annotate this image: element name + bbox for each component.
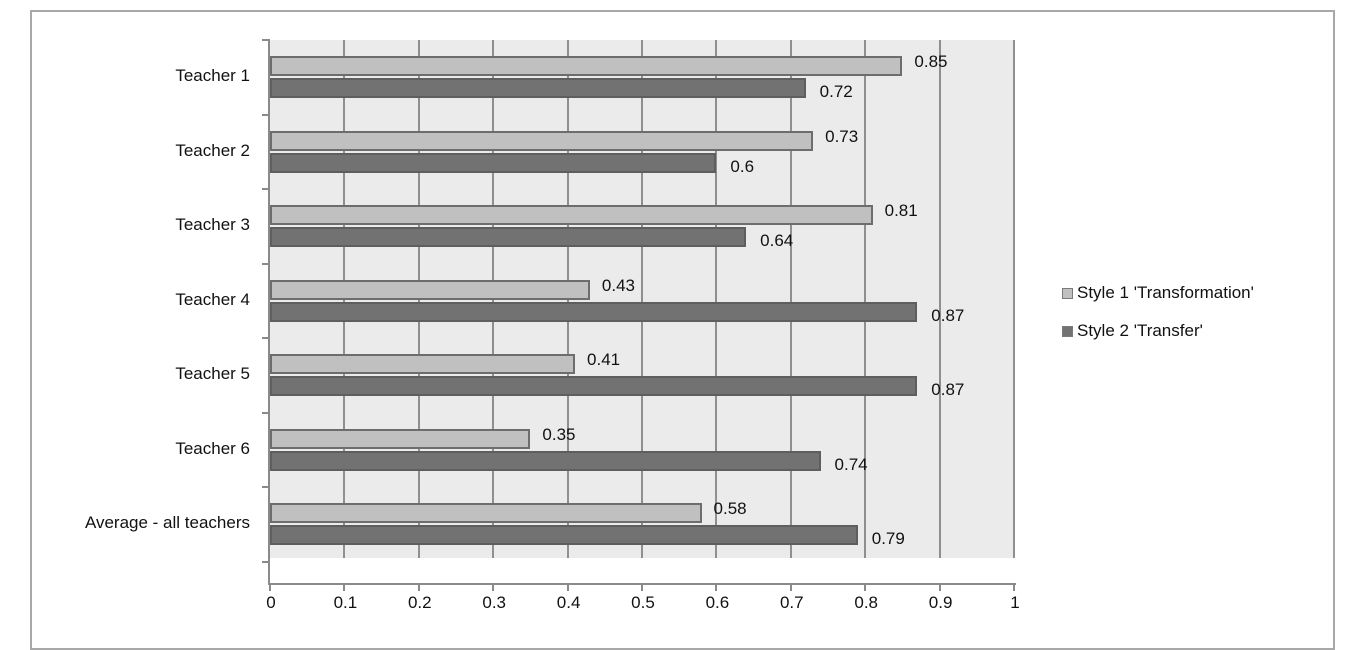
data-label: 0.64 xyxy=(760,231,794,250)
y-tick xyxy=(262,113,270,116)
x-tick-label: 0.3 xyxy=(482,593,507,612)
bar-style-1 xyxy=(270,279,590,300)
data-label: 0.41 xyxy=(587,350,621,369)
x-tick-label: 0.1 xyxy=(333,593,358,612)
x-tick-label: 0.9 xyxy=(928,593,953,612)
bar-style-1 xyxy=(270,354,576,374)
bar-style-2 xyxy=(270,227,747,247)
category-label: Teacher 1 xyxy=(175,66,250,85)
bar-style-1 xyxy=(270,503,702,523)
legend-item-style-2: Style 2 'Transfer' xyxy=(1062,320,1254,342)
x-tick xyxy=(343,583,346,591)
x-tick-label: 0.5 xyxy=(631,593,655,612)
category-label: Teacher 2 xyxy=(175,140,250,160)
y-tick xyxy=(262,560,270,563)
legend: Style 1 'Transformation' Style 2 'Transf… xyxy=(1062,282,1254,358)
y-tick xyxy=(262,411,270,414)
x-tick xyxy=(269,583,271,591)
x-tick xyxy=(417,583,420,591)
data-label: 0.85 xyxy=(914,52,948,71)
data-label: 0.79 xyxy=(871,529,905,548)
x-tick-label: 0.6 xyxy=(705,593,730,612)
bar-style-2 xyxy=(270,152,717,173)
x-tick-label: 0.7 xyxy=(779,593,804,612)
x-tick xyxy=(715,583,718,591)
bar-style-2 xyxy=(270,525,858,545)
bar-style-1 xyxy=(270,205,873,225)
legend-swatch-light-icon xyxy=(1062,287,1073,299)
data-label: 0.87 xyxy=(931,305,965,325)
data-label: 0.6 xyxy=(730,156,755,176)
x-tick-label: 0.4 xyxy=(556,593,581,612)
data-label: 0.74 xyxy=(834,454,868,474)
data-label: 0.43 xyxy=(601,275,635,295)
data-label: 0.72 xyxy=(819,82,853,101)
data-label: 0.35 xyxy=(542,424,576,444)
x-tick xyxy=(641,583,643,591)
x-tick-label: 1 xyxy=(1010,593,1020,612)
x-tick-label: 0.8 xyxy=(854,593,879,612)
gridline xyxy=(1013,40,1015,558)
bar-style-1 xyxy=(270,428,531,449)
x-tick-label: 0 xyxy=(266,593,276,612)
gridline xyxy=(789,40,792,558)
y-tick xyxy=(262,486,270,488)
legend-swatch-dark-icon xyxy=(1062,325,1073,337)
data-label: 0.58 xyxy=(713,499,747,518)
legend-label: Style 1 'Transformation' xyxy=(1077,283,1254,302)
category-label: Average - all teachers xyxy=(84,513,250,532)
x-tick xyxy=(938,583,941,591)
gridline xyxy=(641,40,643,558)
bar-style-2 xyxy=(270,301,918,322)
gridline xyxy=(864,40,867,558)
category-label: Teacher 4 xyxy=(175,289,250,309)
gridline xyxy=(938,40,941,558)
x-tick-label: 0.2 xyxy=(407,593,432,612)
gridline xyxy=(715,40,718,558)
y-axis xyxy=(268,40,270,585)
data-label: 0.87 xyxy=(931,380,965,399)
category-label: Teacher 5 xyxy=(175,364,250,383)
category-label: Teacher 6 xyxy=(175,438,250,458)
bar-style-2 xyxy=(270,78,806,98)
x-tick xyxy=(864,583,867,591)
x-tick xyxy=(1013,583,1015,591)
data-label: 0.81 xyxy=(884,201,918,220)
legend-label: Style 2 'Transfer' xyxy=(1077,321,1203,340)
x-tick xyxy=(789,583,792,591)
y-tick xyxy=(262,262,270,265)
data-label: 0.73 xyxy=(825,126,859,146)
bar-style-1 xyxy=(270,130,814,151)
y-tick xyxy=(262,39,270,41)
x-tick xyxy=(566,583,569,591)
bar-style-2 xyxy=(270,376,918,396)
bar-style-2 xyxy=(270,450,821,471)
x-tick xyxy=(492,583,495,591)
y-tick xyxy=(262,188,270,190)
y-tick xyxy=(262,337,270,339)
legend-item-style-1: Style 1 'Transformation' xyxy=(1062,282,1254,304)
bar-style-1 xyxy=(270,56,903,76)
category-label: Teacher 3 xyxy=(175,215,250,234)
